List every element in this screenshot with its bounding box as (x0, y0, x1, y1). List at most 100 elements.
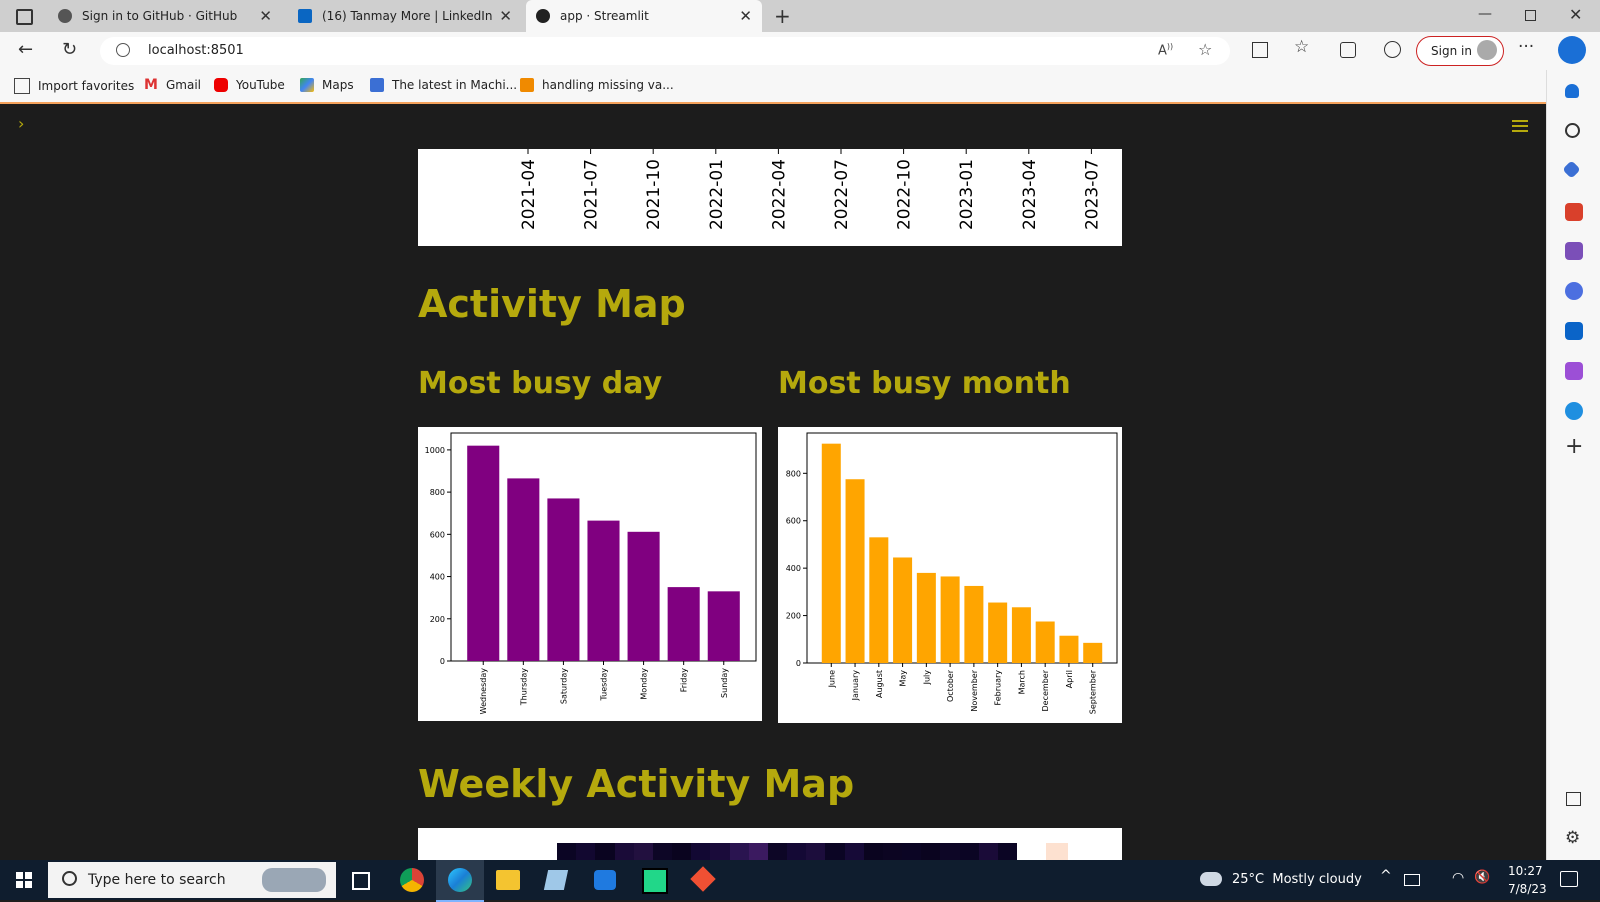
add-sidebar-icon[interactable]: + (1565, 434, 1584, 459)
busy-day-plot: 0 200 400 600 800 1000 Wednesday Thursday Saturd… (425, 432, 757, 714)
timeline-tick-label: 2022-01 (707, 159, 727, 230)
clock-date[interactable]: 7/8/23 (1508, 882, 1547, 896)
busy-day-chart: 0 200 400 600 800 1000 Wednesday Thursday Saturd… (418, 427, 762, 721)
split-screen-icon[interactable] (1252, 42, 1268, 58)
collections-icon[interactable] (1340, 42, 1356, 58)
close-icon[interactable]: ✕ (739, 7, 752, 25)
tab-github[interactable]: Sign in to GitHub · GitHub ✕ (52, 0, 282, 32)
url-field[interactable]: localhost:8501 A)) ☆ (100, 37, 1230, 65)
sign-in-button[interactable]: Sign in (1416, 36, 1504, 66)
x-tick-label: Sunday (720, 668, 729, 698)
battery-icon (1404, 874, 1420, 886)
settings-icon[interactable]: ⚙ (1565, 828, 1581, 848)
sidebar-expand-icon[interactable]: › (18, 114, 25, 133)
y-tick-label: 200 (430, 615, 445, 624)
windows-start-icon[interactable] (16, 872, 32, 888)
network-icon[interactable]: ◠ (1452, 870, 1465, 886)
y-tick-label: 0 (440, 657, 445, 666)
notification-center-icon[interactable] (1560, 871, 1578, 887)
busy-month-chart: 0 200 400 600 800 June January August May July Oct… (778, 427, 1122, 723)
heatmap-cell (748, 843, 768, 860)
linkedin-icon (298, 9, 312, 23)
x-tick-label: Monday (640, 668, 649, 700)
bookmark-machine-learning[interactable]: The latest in Machi... (370, 78, 517, 92)
volume-icon[interactable]: 🔇 (1474, 870, 1491, 885)
heatmap-cell (576, 843, 596, 860)
app-icon-blue[interactable] (594, 870, 616, 890)
heatmap-cell (614, 843, 634, 860)
close-icon[interactable]: ✕ (259, 7, 272, 25)
search-highlight-icon (262, 868, 326, 892)
designer-icon[interactable] (1565, 362, 1583, 380)
extensions-icon[interactable] (1384, 41, 1401, 58)
notepad-icon[interactable] (543, 870, 569, 890)
bookmark-gmail[interactable]: M Gmail (144, 78, 201, 92)
search-icon[interactable] (1565, 123, 1580, 138)
close-window-icon[interactable]: ✕ (1569, 5, 1583, 24)
timeline-tick-label: 2021-07 (582, 159, 602, 230)
games-icon[interactable] (1565, 242, 1583, 260)
more-options-icon[interactable]: ··· (1518, 37, 1535, 57)
new-tab-icon[interactable]: + (774, 4, 791, 28)
taskbar-search-field[interactable]: Type here to search (48, 862, 336, 898)
microsoft365-icon[interactable] (1565, 282, 1583, 300)
news-icon (370, 78, 384, 92)
sidebar-toggle-icon[interactable] (1566, 792, 1581, 806)
read-aloud-icon[interactable]: A)) (1158, 42, 1174, 59)
telegram-icon[interactable] (1565, 402, 1583, 420)
clock-time[interactable]: 10:27 (1508, 864, 1543, 878)
chrome-icon[interactable] (400, 868, 424, 892)
weather-text[interactable]: 25°C Mostly cloudy (1232, 872, 1362, 887)
timeline-tick-label: 2021-04 (519, 159, 539, 230)
tab-streamlit[interactable]: app · Streamlit ✕ (526, 0, 762, 32)
y-tick-label: 0 (796, 659, 801, 668)
back-icon[interactable]: ← (18, 39, 34, 60)
x-tick-label: Saturday (559, 668, 568, 704)
tab-linkedin[interactable]: (16) Tanmay More | LinkedIn ✕ (290, 0, 522, 32)
windows-taskbar: Type here to search 25°C Mostly cloudy ^… (0, 860, 1600, 902)
task-view-icon[interactable] (352, 872, 370, 890)
address-bar: ← ↻ localhost:8501 A)) ☆ ☆ Sign in ··· (0, 32, 1600, 70)
git-icon[interactable] (690, 866, 716, 892)
bookmark-maps[interactable]: Maps (300, 78, 354, 92)
tray-chevron-icon[interactable]: ^ (1380, 868, 1392, 884)
edge-icon[interactable] (436, 860, 484, 902)
heatmap-cell (882, 843, 903, 860)
bar (869, 537, 889, 663)
notifications-icon[interactable] (1565, 84, 1579, 98)
restore-icon[interactable] (1525, 10, 1536, 21)
plot-frame (806, 432, 1118, 664)
timeline-tick-label: 2023-04 (1020, 159, 1040, 230)
site-info-icon[interactable] (116, 43, 130, 57)
github-icon (58, 9, 72, 23)
bookmark-handling-missing[interactable]: handling missing va... (520, 78, 674, 92)
heatmap-cell (921, 843, 941, 860)
x-tick-label: October (946, 669, 955, 702)
favorite-star-icon[interactable]: ☆ (1198, 40, 1213, 59)
outlook-icon[interactable] (1565, 322, 1583, 340)
tab-actions-icon[interactable] (16, 9, 33, 25)
timeline-axis: 2021-04 2021-07 2021-10 2022-01 2022-04 2022-… (519, 149, 1102, 230)
colorbar (1046, 843, 1068, 860)
minimize-icon[interactable]: — (1478, 6, 1492, 22)
bar (988, 602, 1008, 663)
refresh-icon[interactable]: ↻ (62, 39, 78, 60)
bar (467, 445, 500, 661)
tools-icon[interactable] (1565, 203, 1583, 221)
pycharm-icon[interactable] (642, 868, 668, 894)
close-icon[interactable]: ✕ (499, 7, 512, 25)
favorites-icon[interactable]: ☆ (1294, 37, 1310, 57)
shopping-icon[interactable] (1562, 160, 1581, 179)
file-explorer-icon[interactable] (496, 870, 520, 890)
timeline-tick-label: 2022-04 (769, 159, 789, 230)
heatmap-cell (691, 843, 711, 860)
bookmark-youtube[interactable]: YouTube (214, 78, 285, 92)
timeline-tick-label: 2021-10 (644, 159, 664, 230)
bookmark-import-favorites[interactable]: Import favorites (14, 78, 134, 94)
bing-copilot-icon[interactable] (1558, 36, 1586, 64)
hamburger-menu-icon[interactable] (1512, 120, 1528, 132)
heatmap-cell (959, 843, 979, 860)
heatmap-cell (787, 843, 807, 860)
heatmap-cell (978, 843, 998, 860)
y-tick-label: 200 (786, 612, 801, 621)
